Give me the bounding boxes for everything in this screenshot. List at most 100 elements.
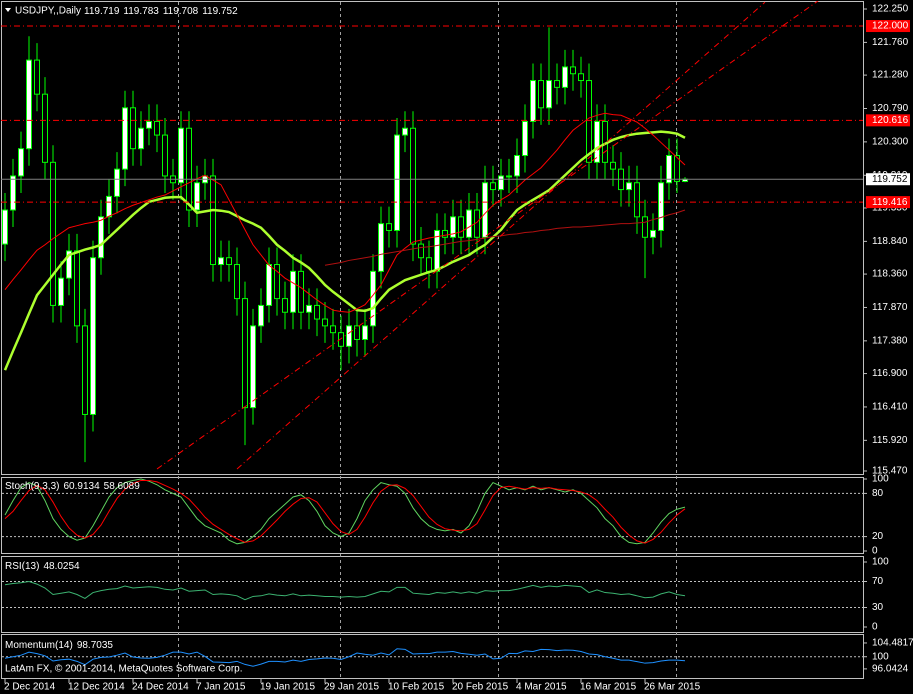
menu-triangle [5, 8, 11, 12]
y-tick-label: 80 [872, 488, 884, 499]
y-tick-label: 117.870 [872, 302, 908, 313]
y-tick-label: 120.300 [872, 137, 909, 148]
indicator-line [4, 479, 686, 544]
candle-body [658, 182, 664, 231]
candle-body [642, 216, 648, 238]
y-tick-label: 0 [872, 622, 878, 633]
indicator-line [4, 580, 686, 601]
candle-body [626, 182, 632, 191]
candle-body [450, 216, 456, 238]
candle-body [74, 250, 80, 327]
ohlc-readout: 119.719 119.783 119.708 119.752 [84, 6, 238, 17]
candle-body [98, 216, 104, 259]
last-price-label: 119.752 [872, 174, 908, 185]
y-tick-label: 117.380 [872, 335, 908, 346]
candle-body [18, 148, 24, 177]
candle-body [458, 216, 464, 238]
price-level-label: 120.616 [872, 115, 909, 126]
y-tick-label: 122.250 [872, 4, 909, 15]
candle-body [274, 264, 280, 300]
candle-body [386, 223, 392, 231]
candle-body [434, 229, 440, 272]
candle-body [266, 264, 272, 306]
x-tick-label: 26 Mar 2015 [644, 682, 701, 693]
candle-body [66, 250, 72, 279]
candle-body [538, 80, 544, 109]
candle-body [442, 229, 448, 238]
y-tick-label: 104.4817 [872, 638, 913, 649]
candle-body [250, 325, 256, 409]
candle-body [666, 155, 672, 184]
x-tick-label: 20 Feb 2015 [452, 682, 509, 693]
price-level-tag [866, 196, 910, 209]
indicator-title: Momentum(14) 98.7035 [5, 640, 113, 651]
indicator-value: 48.0254 [43, 561, 80, 572]
y-tick-label: 70 [872, 576, 884, 587]
y-tick-label: 120.790 [872, 103, 909, 114]
x-tick-label: 19 Jan 2015 [260, 682, 315, 693]
candle-body [530, 80, 536, 122]
candle-body [122, 107, 128, 170]
candle-body [314, 304, 320, 320]
x-tick-label: 24 Dec 2014 [132, 682, 189, 693]
candle-body [234, 264, 240, 300]
candle-body [362, 325, 368, 340]
y-tick-label: 116.900 [872, 368, 908, 379]
x-tick-label: 4 Mar 2015 [516, 682, 567, 693]
x-tick-label: 2 Dec 2014 [4, 682, 56, 693]
ohlc-value: 119.719 [84, 6, 120, 17]
ohlc-value: 119.783 [123, 6, 159, 17]
candle-body [298, 270, 304, 313]
y-tick-label: 121.760 [872, 37, 909, 48]
x-tick-label: 29 Jan 2015 [324, 682, 379, 693]
price-level-tag [866, 20, 910, 33]
candle-body [154, 120, 160, 136]
y-tick-label: 96.0424 [872, 664, 909, 675]
ohlc-value: 119.708 [163, 6, 199, 17]
candle-body [338, 332, 344, 347]
candle-body [242, 298, 248, 409]
candle-body [498, 175, 504, 191]
y-tick-label: 119.330 [872, 203, 908, 214]
candle-body [490, 182, 496, 191]
candle-body [82, 325, 88, 415]
candle-body [578, 73, 584, 82]
candle-body [2, 209, 8, 245]
candle-body [570, 66, 576, 75]
indicator-name: Stoch(9,3,3) [5, 481, 59, 492]
candle-body [394, 134, 400, 231]
y-tick-label: 116.410 [872, 402, 908, 413]
candle-body [42, 93, 48, 163]
candle-body [426, 257, 432, 272]
trend-line [236, 1, 766, 470]
y-tick-label: 100 [872, 557, 889, 568]
candle-body [482, 182, 488, 238]
candle-body [210, 175, 216, 266]
y-tick-label: 121.280 [872, 70, 909, 81]
price-level-label: 119.416 [872, 197, 908, 208]
candle-body [194, 182, 200, 211]
y-tick-label: 30 [872, 602, 884, 613]
candle-body [130, 107, 136, 150]
y-tick-label: 118.840 [872, 236, 908, 247]
y-tick-label: 115.920 [872, 435, 908, 446]
x-tick-label: 16 Mar 2015 [580, 682, 637, 693]
candle-body [178, 127, 184, 184]
candle-body [586, 80, 592, 163]
chart-title: USDJPY,,Daily [15, 6, 81, 17]
x-tick-label: 10 Feb 2015 [388, 682, 445, 693]
candle-body [466, 209, 472, 238]
x-tick-label: 12 Dec 2014 [68, 682, 125, 693]
stoch-panel-frame [1, 477, 864, 554]
candle-body [50, 161, 56, 306]
candle-body [290, 270, 296, 313]
indicator-title: Stoch(9,3,3) 60.9134 58.6089 [5, 481, 140, 492]
candle-body [418, 243, 424, 259]
candle-body [378, 223, 384, 272]
candle-body [114, 168, 120, 197]
candle-body [522, 120, 528, 157]
candle-body [90, 257, 96, 415]
